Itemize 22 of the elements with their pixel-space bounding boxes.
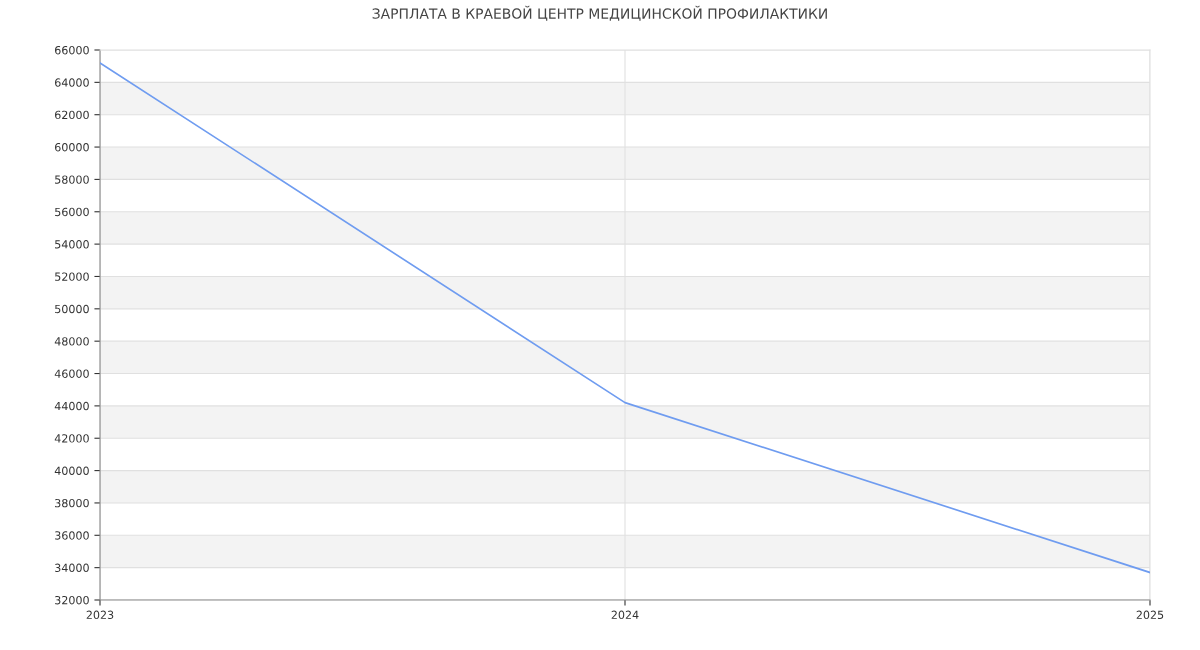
y-tick-label: 36000 <box>55 531 89 540</box>
y-tick-label: 64000 <box>55 78 89 87</box>
y-tick-label: 44000 <box>54 401 89 411</box>
y-tick-label: 66000 <box>55 45 89 55</box>
y-tick-label: 40000 <box>54 466 89 475</box>
y-tick-label: 60000 <box>55 143 89 152</box>
x-tick-label: 2024 <box>611 610 639 620</box>
y-tick-label: 46000 <box>54 369 89 378</box>
y-tick-label: 48000 <box>54 337 89 346</box>
y-tick-label: 32000 <box>55 595 89 605</box>
x-tick-label: 2025 <box>1136 610 1164 620</box>
y-tick-label: 52000 <box>55 272 89 281</box>
y-tick-label: 38000 <box>55 498 89 508</box>
y-tick-label: 62000 <box>55 110 89 120</box>
y-tick-label: 54000 <box>55 240 89 249</box>
chart-title: ЗАРПЛАТА В КРАЕВОЙ ЦЕНТР МЕДИЦИНСКОЙ ПРОФИЛАКТИКИ <box>372 5 827 21</box>
y-tick-label: 56000 <box>55 207 89 217</box>
y-tick-label: 58000 <box>55 175 89 184</box>
y-tick-label: 42000 <box>54 434 89 443</box>
y-tick-label: 34000 <box>55 563 89 573</box>
y-tick-label: 50000 <box>55 304 89 314</box>
x-tick-label: 2023 <box>86 610 114 620</box>
